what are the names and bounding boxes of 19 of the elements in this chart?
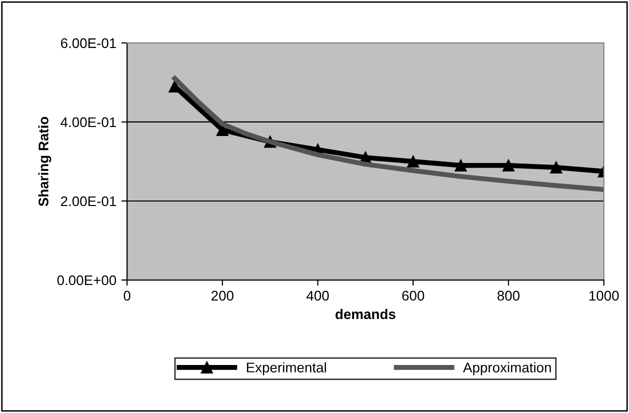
y-tick-label: 2.00E-01 xyxy=(60,196,116,206)
y-tick-label: 0.00E+00 xyxy=(57,275,116,286)
y-tick-label: 6.00E-01 xyxy=(60,38,116,48)
point xyxy=(550,161,562,174)
point xyxy=(407,155,420,168)
legend-label: Approximation xyxy=(463,362,551,376)
legend-label: Experimental xyxy=(246,362,326,376)
x-tick-label: 800 xyxy=(498,290,520,301)
x-tick-label: 0 xyxy=(124,290,130,301)
x-tick-label: 600 xyxy=(402,290,424,301)
line-series xyxy=(172,76,604,192)
y-axis-title: Sharing Ratio xyxy=(38,116,52,206)
point xyxy=(454,159,467,172)
point xyxy=(502,159,515,172)
y-tick-label: 4.00E-01 xyxy=(60,117,116,128)
x-axis-title: demands xyxy=(336,308,396,320)
x-tick-label: 1000 xyxy=(589,290,619,301)
x-tick-label: 200 xyxy=(212,290,234,301)
x-tick-label: 400 xyxy=(306,290,329,301)
